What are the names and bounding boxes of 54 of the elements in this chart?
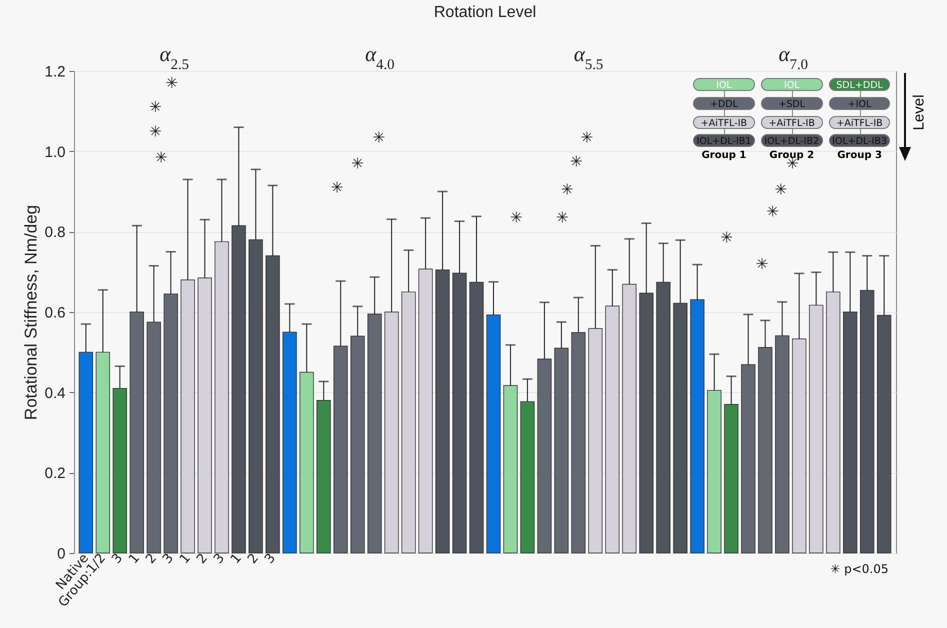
annotation: ✳ bbox=[154, 148, 168, 166]
y-tick-label: 0.8 bbox=[44, 224, 66, 242]
annotation: ✳ bbox=[510, 208, 523, 227]
y-tick-label: 1.0 bbox=[44, 144, 66, 161]
annotation: ✳ bbox=[560, 180, 574, 198]
annotation: IOL bbox=[693, 78, 755, 90]
annotation: ✳ bbox=[556, 208, 569, 227]
annotation: IOL bbox=[760, 78, 823, 90]
y-tick-label: 0.4 bbox=[44, 384, 66, 402]
x-tick-label: 2 bbox=[194, 551, 211, 567]
x-tick-label: 2 bbox=[143, 551, 160, 567]
x-tick-label: 2 bbox=[245, 551, 262, 567]
x-tick-label: 3 bbox=[262, 551, 279, 567]
annotation: ✳ bbox=[766, 202, 779, 221]
y-tick-label: 0.6 bbox=[44, 304, 66, 322]
annotation: +SDL bbox=[760, 96, 823, 110]
annotation: α$_{5.5}$ bbox=[574, 42, 604, 73]
x-tick-label: 1 bbox=[228, 551, 245, 567]
x-tick-label: 3 bbox=[160, 551, 177, 567]
annotation: Group 3 bbox=[836, 150, 883, 160]
x-tick-label: 3 bbox=[211, 551, 228, 567]
annotation: +AiTFL-IB bbox=[760, 116, 823, 128]
x-tick-label: 1 bbox=[177, 551, 194, 567]
x-tick-label: 3 bbox=[109, 551, 126, 567]
y-tick-label: 0.2 bbox=[44, 465, 66, 482]
text: Level bbox=[910, 94, 927, 130]
annotation: IOL+DL-IB2 bbox=[760, 134, 823, 146]
annotation: ✳ bbox=[351, 154, 364, 172]
text: ✳ p<0.05 bbox=[830, 562, 888, 576]
annotation: α$_{2.5}$ bbox=[160, 42, 189, 73]
annotation: α$_{4.0}$ bbox=[365, 42, 394, 73]
annotation: +DDL bbox=[693, 96, 755, 110]
annotation: ✳ bbox=[774, 180, 788, 198]
y-axis-title: Rotational Stiffness, Nm/deg bbox=[22, 204, 41, 420]
annotation: ✳ bbox=[149, 98, 162, 116]
annotation: ✳ bbox=[720, 228, 733, 247]
annotation: ✳ bbox=[330, 178, 344, 196]
y-tick-label: 1.2 bbox=[44, 64, 66, 80]
annotation: α$_{7.0}$ bbox=[778, 42, 808, 73]
annotation: ✳ bbox=[372, 128, 386, 146]
chart-title: Rotation Level bbox=[434, 4, 536, 21]
annotation: IOL+DL-IB1 bbox=[693, 134, 755, 146]
annotation: ✳ bbox=[580, 128, 594, 146]
annotation: ✳ bbox=[149, 122, 162, 140]
x-tick-label: 1 bbox=[126, 551, 143, 567]
annotation: ✳ bbox=[570, 152, 583, 170]
annotation: IOL+DL-IB3 bbox=[828, 134, 890, 146]
annotation: ✳ bbox=[166, 74, 178, 92]
annotation: +AiTFL-IB bbox=[693, 116, 755, 128]
annotation: +IOL bbox=[828, 96, 890, 110]
annotation: ✳ bbox=[756, 254, 768, 273]
annotation: +AiTFL-IB bbox=[828, 116, 890, 128]
annotation: Group 1 bbox=[700, 150, 748, 160]
annotation: SDL+DDL bbox=[828, 78, 890, 90]
